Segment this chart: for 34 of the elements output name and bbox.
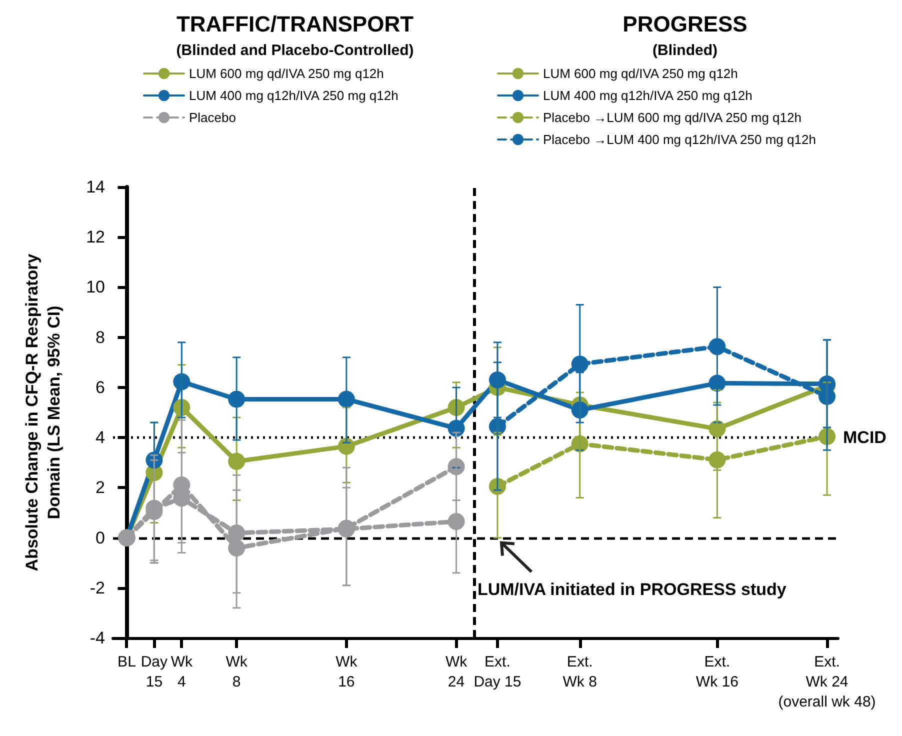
legend-label: LUM 400 mg q12h/IVA 250 mg q12h — [189, 88, 398, 103]
y-tick-label: 4 — [96, 428, 105, 448]
legend-label: Placebo →LUM 600 mg qd/IVA 250 mg q12h — [543, 110, 802, 125]
ref-line-label: MCID — [843, 428, 886, 448]
x-tick-label: Ext. Wk 8 — [562, 654, 597, 690]
annotation: LUM/IVA initiated in PROGRESS study — [477, 580, 786, 600]
x-tick-label: Day 15 — [140, 654, 168, 690]
y-tick-label: 12 — [86, 228, 105, 247]
y-tick-label: -2 — [90, 578, 105, 598]
legend-label: Placebo — [189, 110, 236, 125]
y-tick-label: 0 — [96, 528, 105, 548]
chart-title: TRAFFIC/TRANSPORT — [176, 12, 414, 36]
y-tick-label: 6 — [96, 378, 105, 397]
x-tick-label: BL — [118, 654, 136, 670]
text: (Blinded) — [652, 42, 718, 59]
text: LUM 400 mg q12h/IVA 250 mg q12h — [543, 88, 752, 103]
y-tick-label: 14 — [86, 178, 105, 196]
x-tick-label: Wk 16 — [336, 654, 358, 690]
x-tick-label: Wk 8 — [226, 654, 248, 690]
x-tick-label: Ext. Wk 24 (overall wk 48) — [778, 654, 876, 710]
text: LUM 600 mg qd/IVA 250 mg q12h — [543, 66, 738, 81]
text: PROGRESS — [622, 12, 748, 36]
y-tick-label: -4 — [90, 628, 105, 648]
y-tick-label: 10 — [86, 278, 105, 297]
chart-subtitle: (Blinded and Placebo-Controlled) — [176, 42, 414, 59]
legend-label: Placebo →LUM 400 mg q12h/IVA 250 mg q12h — [543, 132, 816, 147]
y-tick-label: 8 — [96, 328, 105, 347]
x-tick-label: Wk 4 — [170, 654, 193, 690]
y-tick-label: 2 — [96, 478, 105, 498]
x-tick-label: Ext. Wk 16 — [696, 654, 738, 690]
x-tick-label: Ext. Day 15 — [474, 654, 522, 690]
legend-label: LUM 600 mg qd/IVA 250 mg q12h — [189, 66, 384, 81]
y-axis-title: Absolute Change in CFQ-R Respiratory Domain (LS Mean, 95% CI) — [22, 253, 64, 572]
x-tick-label: Wk 24 — [445, 654, 468, 690]
